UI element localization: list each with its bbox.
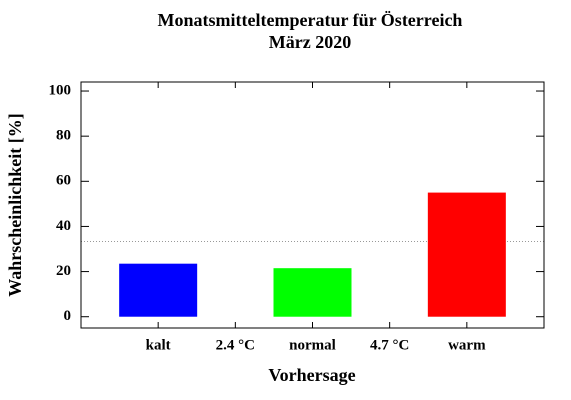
y-tick-label: 20 bbox=[56, 263, 71, 279]
y-tick-label: 100 bbox=[49, 82, 72, 98]
y-tick-label: 60 bbox=[56, 173, 71, 189]
threshold-label: 2.4 °C bbox=[216, 337, 255, 353]
plot-frame bbox=[80, 81, 545, 329]
x-tick-label: kalt bbox=[146, 337, 171, 353]
bar bbox=[427, 192, 506, 317]
chart-title: Monatsmitteltemperatur für Österreich bbox=[158, 10, 463, 30]
y-tick-label: 40 bbox=[56, 218, 71, 234]
x-tick-label: warm bbox=[448, 337, 486, 353]
y-axis-label: Wahrscheinlichkeit [%] bbox=[5, 113, 25, 297]
threshold-label: 4.7 °C bbox=[370, 337, 409, 353]
chart-subtitle: März 2020 bbox=[269, 32, 351, 52]
x-tick-label: normal bbox=[289, 337, 336, 353]
bar bbox=[273, 268, 352, 317]
x-axis-label: Vorhersage bbox=[268, 365, 355, 385]
bar bbox=[119, 263, 198, 317]
y-tick-label: 80 bbox=[56, 128, 71, 144]
y-tick-label: 0 bbox=[64, 308, 72, 324]
